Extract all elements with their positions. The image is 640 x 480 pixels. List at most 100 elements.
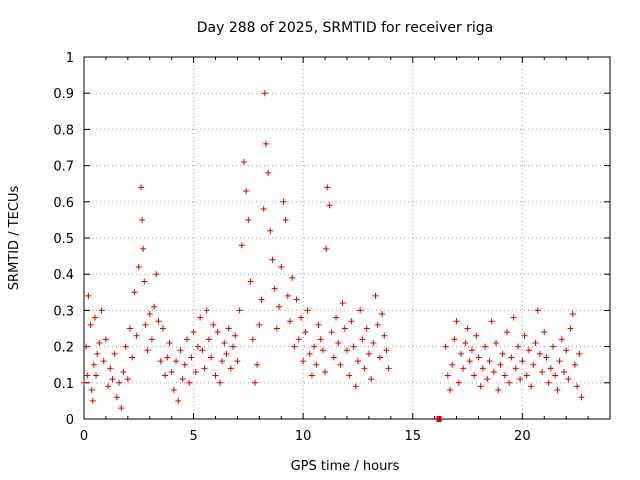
data-point [317,336,324,343]
data-point [499,350,506,357]
data-point [91,314,98,321]
data-point [208,354,215,361]
data-point [258,296,265,303]
data-point [567,325,574,332]
data-point [122,343,129,350]
y-tick-label: 0.3 [53,304,74,319]
data-point [368,376,375,383]
data-point [284,292,291,299]
data-point [536,350,543,357]
data-point [291,343,298,350]
data-point [550,343,557,350]
data-point [273,325,280,332]
data-point [234,358,241,365]
data-point [197,314,204,321]
data-point [490,368,497,375]
data-point [225,325,232,332]
data-point [541,329,548,336]
y-tick-label: 0 [66,413,74,428]
data-point [87,321,94,328]
data-point [539,368,546,375]
data-point [256,321,263,328]
data-point [497,361,504,368]
y-tick-label: 0.6 [53,196,74,211]
data-point [471,372,478,379]
x-tick-label: 5 [189,429,197,444]
data-point [574,383,581,390]
data-point [181,361,188,368]
data-point [118,405,125,412]
data-point [166,339,173,346]
data-point [365,350,372,357]
data-point [116,379,123,386]
data-point [372,292,379,299]
data-point [354,358,361,365]
data-point [148,336,155,343]
y-tick-label: 0.5 [53,232,74,247]
data-point [558,336,565,343]
data-point [287,318,294,325]
data-point [212,372,219,379]
data-point [525,347,532,354]
data-point [135,263,142,270]
data-point [473,332,480,339]
data-point [482,343,489,350]
data-point [162,372,169,379]
data-point [188,354,195,361]
data-point [201,365,208,372]
data-point [436,416,442,422]
data-point [534,307,541,314]
data-point [514,343,521,350]
data-point [199,347,206,354]
data-point [370,339,377,346]
data-point [269,256,276,263]
data-point [245,216,252,223]
data-point [447,387,454,394]
data-point [302,329,309,336]
data-point [455,379,462,386]
data-point [517,376,524,383]
data-point [444,372,451,379]
data-point [374,321,381,328]
data-point [571,361,578,368]
data-point [141,278,148,285]
data-point [385,365,392,372]
data-point [363,325,370,332]
data-point [236,307,243,314]
data-point [179,376,186,383]
data-point [304,307,311,314]
data-point [194,343,201,350]
data-point [556,358,563,365]
data-point [477,383,484,390]
data-point [100,358,107,365]
data-point [361,365,368,372]
data-point [120,368,127,375]
y-tick-label: 0.8 [53,123,74,138]
data-point [451,336,458,343]
data-point [512,365,519,372]
data-point [545,379,552,386]
data-point [238,242,245,249]
data-point [453,318,460,325]
data-point [479,365,486,372]
data-point [532,339,539,346]
data-point [184,336,191,343]
data-point [127,325,134,332]
data-point [547,365,554,372]
data-point [565,376,572,383]
data-point [348,318,355,325]
data-point [323,245,330,252]
data-point [140,245,147,252]
x-tick-label: 15 [404,429,421,444]
x-tick-label: 0 [80,429,88,444]
data-point [293,296,300,303]
data-point [506,379,513,386]
y-axis-label: SRMTID / TECUs [7,186,22,291]
data-point [276,303,283,310]
data-point [339,300,346,307]
data-point [133,332,140,339]
data-point [464,325,471,332]
axis-ticks: 00.10.20.30.40.50.60.70.80.910 5 10 15 20 [53,51,611,444]
data-point [324,184,331,191]
data-point [311,343,318,350]
